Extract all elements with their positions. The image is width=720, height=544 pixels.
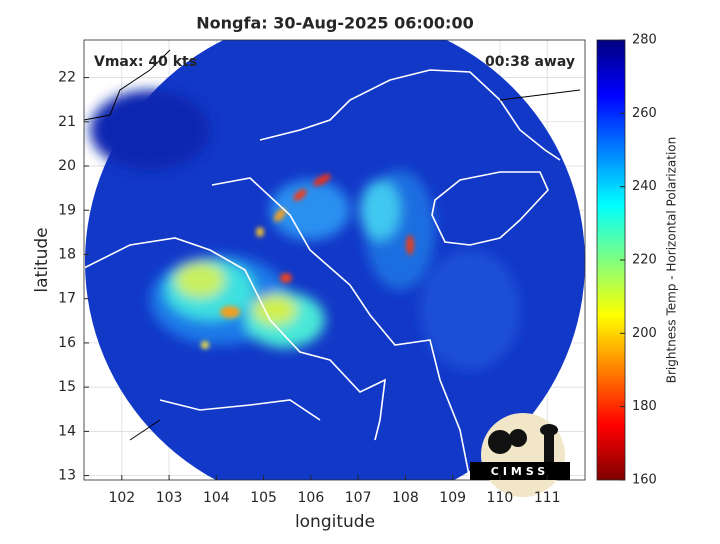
colorbar-tick-label: 280 xyxy=(632,33,657,48)
colorbar-tick-label: 180 xyxy=(632,399,657,414)
y-tick-label: 13 xyxy=(58,468,76,484)
coastlines xyxy=(84,49,581,480)
x-tick-label: 111 xyxy=(534,490,561,506)
satellite-swath xyxy=(85,40,585,480)
x-tick-label: 103 xyxy=(156,490,183,506)
y-axis-label: latitude xyxy=(32,227,52,292)
x-tick-label: 102 xyxy=(108,490,135,506)
x-tick-label: 109 xyxy=(439,490,466,506)
x-tick-label: 108 xyxy=(392,490,419,506)
y-tick-label: 17 xyxy=(58,291,76,307)
plot-frame xyxy=(83,39,586,481)
colorbar-tick-label: 240 xyxy=(632,179,657,194)
x-tick-label: 104 xyxy=(203,490,230,506)
x-tick-label: 106 xyxy=(298,490,325,506)
colorbar-tick-label: 260 xyxy=(632,106,657,121)
colorbar-tick-label: 200 xyxy=(632,326,657,341)
y-tick-label: 16 xyxy=(58,335,76,351)
colorbar-tick-label: 220 xyxy=(632,253,657,268)
y-tick-label: 15 xyxy=(58,379,76,395)
y-tick-label: 18 xyxy=(58,246,76,262)
x-tick-label: 105 xyxy=(250,490,277,506)
y-tick-label: 22 xyxy=(58,70,76,86)
annotation: 00:38 away xyxy=(485,54,575,70)
y-tick-label: 21 xyxy=(58,114,76,130)
colorbar-tick-label: 160 xyxy=(632,473,657,488)
y-tick-label: 20 xyxy=(58,158,76,174)
plot-area xyxy=(84,40,585,480)
logo-text: CIMSS xyxy=(491,465,549,478)
x-axis-label: longitude xyxy=(295,512,375,532)
colorbar-label: Brightness Temp - Horizontal Polarizatio… xyxy=(665,137,679,384)
logo: CIMSS xyxy=(470,413,570,497)
chart-title: Nongfa: 30-Aug-2025 06:00:00 xyxy=(196,14,473,33)
y-tick-label: 14 xyxy=(58,423,76,439)
x-tick-label: 110 xyxy=(487,490,514,506)
annotation: Vmax: 40 kts xyxy=(94,54,197,70)
y-tick-label: 19 xyxy=(58,202,76,218)
x-tick-label: 107 xyxy=(345,490,372,506)
